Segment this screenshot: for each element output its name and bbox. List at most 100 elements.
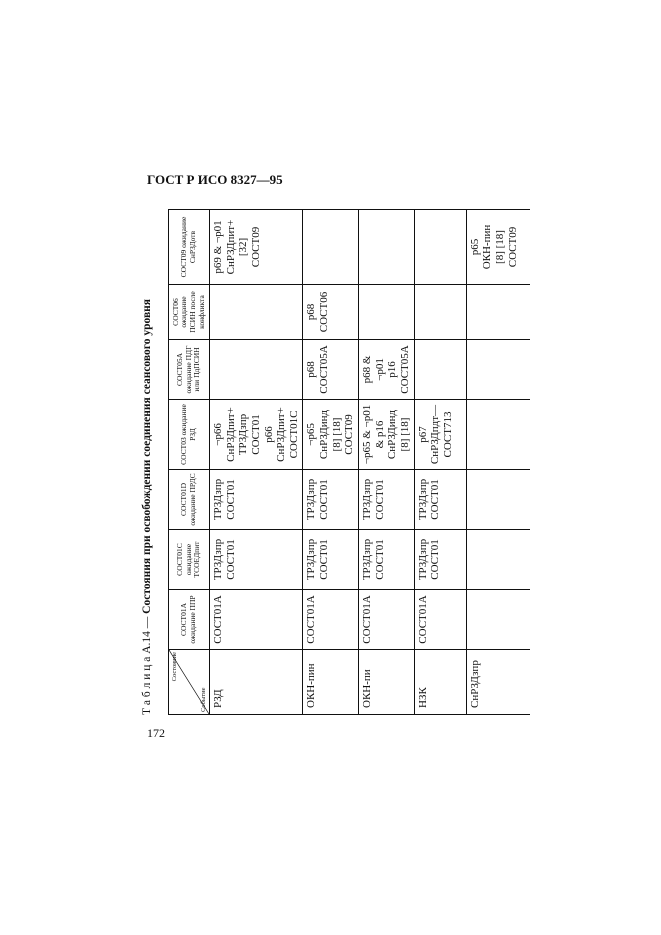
cell-line: СОСТ01А xyxy=(361,595,374,644)
column-header: СОСТ06 ожидание ПСИН после конфликта xyxy=(168,284,210,340)
cell-line: ¬p65 & ¬p01 xyxy=(361,404,374,465)
cell-line: p69 & ¬p01 xyxy=(212,220,224,274)
table-cell xyxy=(466,529,531,590)
table-cell xyxy=(414,284,467,340)
cell-line: ТРЗДзпр xyxy=(237,413,250,456)
cell-line: СОСТ01 xyxy=(224,539,237,580)
table-cell: ТРЗДзпр СОСТ01 xyxy=(414,469,467,530)
table-cell: p68 & ¬p01 p16 СОСТ05А xyxy=(358,339,415,400)
cell-line: СОСТ09 xyxy=(506,226,519,268)
event-cell: НЗК xyxy=(414,649,467,715)
table-cell xyxy=(466,284,531,340)
cell-line: ТРЗДзпр xyxy=(361,478,374,521)
cell-line: СОСТ09 xyxy=(249,226,262,268)
table-cell: ТРЗДзпр СОСТ01 xyxy=(209,469,303,530)
cell-line: СОСТ01 xyxy=(429,539,442,580)
table-cell: СОСТ01А xyxy=(302,589,359,650)
column-header: СОСТ09 ожидание СнРЗДотв xyxy=(168,209,210,285)
table-cell xyxy=(358,284,415,340)
table-cell: ТРЗДзпр СОСТ01 xyxy=(358,529,415,590)
cell-line: p68 xyxy=(305,361,318,378)
table-cell xyxy=(466,399,531,470)
cell-line: ТРЗДзпр xyxy=(416,478,429,521)
table-row: СнРЗДзпр p65 ОКН-пин [8] [18] СОСТ09 xyxy=(466,209,531,715)
cell-line: p66 xyxy=(262,426,275,443)
cell-line: СОСТ01 xyxy=(429,479,442,520)
cell-line: СОСТ01 xyxy=(318,539,331,580)
table-caption: Т а б л и ц а А.14 — Состояния при освоб… xyxy=(141,299,153,715)
cell-line: СОСТ05А xyxy=(318,345,331,394)
cell-line: [8] [18] xyxy=(330,417,343,452)
cell-line: p16 xyxy=(386,361,399,378)
cell-line: СОСТ01 xyxy=(318,479,331,520)
cell-line: & p16 xyxy=(373,420,386,449)
cell-line: СОСТ01А xyxy=(305,595,318,644)
page-number: 172 xyxy=(147,726,165,740)
table-cell: ¬p66 СнРЗДпит+ ТРЗДзпр СОСТ01 p66 СнРЗДпит+ СО… xyxy=(209,399,303,470)
table-cell: p69 & ¬p01 СнРЗДпит+ [32] СОСТ09 xyxy=(209,209,303,285)
column-header: СОСТ01А ожидание ППР xyxy=(168,589,210,650)
table-cell xyxy=(466,469,531,530)
cell-line: p65 xyxy=(468,238,481,256)
cell-line: СнРЗДпит+ xyxy=(224,407,237,462)
cell-line: СОСТ713 xyxy=(441,411,454,458)
cell-line: СнРЗДинд xyxy=(318,409,331,460)
column-header: СОСТ03 ожидание РЗД xyxy=(168,399,210,470)
column-header: СОСТ01С ожидание ТСОЕДпит xyxy=(168,529,210,590)
table-cell xyxy=(466,339,531,400)
cell-line: ¬p66 xyxy=(212,423,224,446)
cell-line: [32] xyxy=(237,237,250,257)
cell-line: СнРЗДпдт— xyxy=(429,404,442,465)
event-cell: ОКН-пин xyxy=(302,649,359,715)
table-cell xyxy=(358,209,415,285)
event-cell: ОКН-пи xyxy=(358,649,415,715)
table-cell: p67 СнРЗДпдт— СОСТ713 xyxy=(414,399,467,470)
event-cell: РЗД xyxy=(209,649,303,715)
cell-line: ОКН-пин xyxy=(481,224,494,270)
cell-line: p67 xyxy=(416,426,429,443)
table-row: НЗК СОСТ01А ТРЗДзпр СОСТ01 ТРЗДзпр СОСТ01 p67 С… xyxy=(414,209,467,715)
table-cell: СОСТ01А xyxy=(358,589,415,650)
table-cell xyxy=(302,209,359,285)
cell-line: ТРЗДзпр xyxy=(212,538,224,581)
corner-state-label: Состояние xyxy=(171,652,178,682)
table-cell xyxy=(209,284,303,340)
cell-line: СОСТ01 xyxy=(224,479,237,520)
table-cell xyxy=(414,209,467,285)
corner-cell: Состояние Событие xyxy=(168,649,210,715)
event-cell: СнРЗДзпр xyxy=(466,649,531,715)
cell-line: СнРЗДпит+ xyxy=(275,407,288,462)
table-cell: ТРЗДзпр СОСТ01 xyxy=(414,529,467,590)
cell-line: СОСТ01А xyxy=(416,595,429,644)
cell-line: СнРЗДинд xyxy=(386,409,399,460)
table-cell: p68 СОСТ05А xyxy=(302,339,359,400)
cell-line: СнРЗДпит+ xyxy=(224,219,237,275)
table-row: РЗД СОСТ01А ТРЗДзпр СОСТ01 ТРЗДзпр СОСТ01 ¬p66… xyxy=(209,209,303,715)
cell-line: СОСТ05А xyxy=(398,345,411,394)
table-cell: p68 СОСТ06 xyxy=(302,284,359,340)
table-cell: ¬p65 СнРЗДинд [8] [18] СОСТ09 xyxy=(302,399,359,470)
cell-line: ТРЗДзпр xyxy=(361,538,374,581)
table-cell: ТРЗДзпр СОСТ01 xyxy=(302,469,359,530)
corner-event-label: Событие xyxy=(199,687,207,712)
cell-line: СОСТ01 xyxy=(373,539,386,580)
table-cell xyxy=(414,339,467,400)
table-cell: СОСТ01А xyxy=(209,589,303,650)
document-header: ГОСТ Р ИСО 8327—95 xyxy=(147,172,283,187)
cell-line: ТРЗДзпр xyxy=(305,478,318,521)
cell-line: p68 & ¬p01 xyxy=(361,355,386,384)
cell-line: [8] [18] xyxy=(493,230,506,264)
cell-line: СОСТ01С xyxy=(287,410,300,459)
cell-line: СОСТ09 xyxy=(343,414,356,455)
table-cell: ¬p65 & ¬p01 & p16 СнРЗДинд [8] [18] xyxy=(358,399,415,470)
table-row: ОКН-пин СОСТ01А ТРЗДзпр СОСТ01 ТРЗДзпр СОСТ01… xyxy=(302,209,359,715)
caption-prefix: Т а б л и ц а А.14 — xyxy=(141,613,153,715)
cell-line: [8] [18] xyxy=(398,417,411,452)
cell-line: СОСТ01 xyxy=(373,479,386,520)
table-cell: ТРЗДзпр СОСТ01 xyxy=(302,529,359,590)
cell-line: ТРЗДзпр xyxy=(416,538,429,581)
table-cell xyxy=(466,589,531,650)
cell-line: p68 xyxy=(305,303,318,321)
cell-line: ТРЗДзпр xyxy=(212,478,224,521)
